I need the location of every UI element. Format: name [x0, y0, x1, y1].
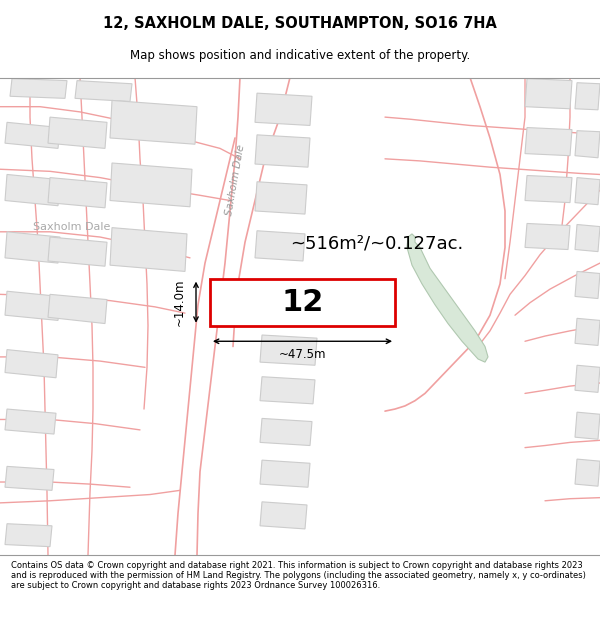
Polygon shape: [525, 224, 570, 249]
Polygon shape: [575, 412, 600, 439]
Polygon shape: [525, 176, 572, 203]
Polygon shape: [5, 122, 60, 148]
Polygon shape: [255, 135, 310, 167]
Polygon shape: [5, 349, 58, 378]
Polygon shape: [48, 294, 107, 324]
Text: Contains OS data © Crown copyright and database right 2021. This information is : Contains OS data © Crown copyright and d…: [11, 561, 586, 591]
Text: ~14.0m: ~14.0m: [173, 278, 186, 326]
Polygon shape: [575, 131, 600, 158]
Polygon shape: [5, 466, 54, 491]
Polygon shape: [260, 377, 315, 404]
Polygon shape: [525, 127, 572, 156]
Polygon shape: [260, 335, 317, 365]
Polygon shape: [255, 93, 312, 126]
Polygon shape: [575, 177, 600, 205]
Polygon shape: [525, 79, 572, 109]
Polygon shape: [10, 79, 67, 98]
Polygon shape: [75, 81, 132, 101]
Polygon shape: [48, 237, 107, 266]
Polygon shape: [575, 224, 600, 252]
Polygon shape: [5, 174, 60, 206]
Text: ~47.5m: ~47.5m: [279, 348, 326, 361]
Polygon shape: [260, 502, 307, 529]
Polygon shape: [575, 271, 600, 299]
Polygon shape: [575, 318, 600, 346]
Text: 12, SAXHOLM DALE, SOUTHAMPTON, SO16 7HA: 12, SAXHOLM DALE, SOUTHAMPTON, SO16 7HA: [103, 16, 497, 31]
Polygon shape: [575, 365, 600, 392]
Text: ~516m²/~0.127ac.: ~516m²/~0.127ac.: [290, 234, 463, 253]
Polygon shape: [48, 117, 107, 148]
Polygon shape: [48, 177, 107, 208]
Polygon shape: [110, 163, 192, 207]
Polygon shape: [407, 234, 488, 362]
Text: Saxholm Dale: Saxholm Dale: [224, 143, 246, 216]
Polygon shape: [110, 101, 197, 144]
Polygon shape: [255, 231, 305, 261]
Text: 12: 12: [281, 288, 323, 317]
Polygon shape: [5, 524, 52, 547]
Polygon shape: [110, 228, 187, 271]
Polygon shape: [575, 459, 600, 486]
Polygon shape: [5, 232, 60, 263]
Polygon shape: [5, 409, 56, 434]
Polygon shape: [260, 418, 312, 446]
Polygon shape: [255, 182, 307, 214]
Polygon shape: [5, 291, 60, 321]
Text: Saxholm Dale: Saxholm Dale: [34, 222, 110, 232]
Polygon shape: [260, 460, 310, 488]
Polygon shape: [575, 82, 600, 110]
Polygon shape: [210, 279, 395, 326]
Text: Map shows position and indicative extent of the property.: Map shows position and indicative extent…: [130, 49, 470, 62]
